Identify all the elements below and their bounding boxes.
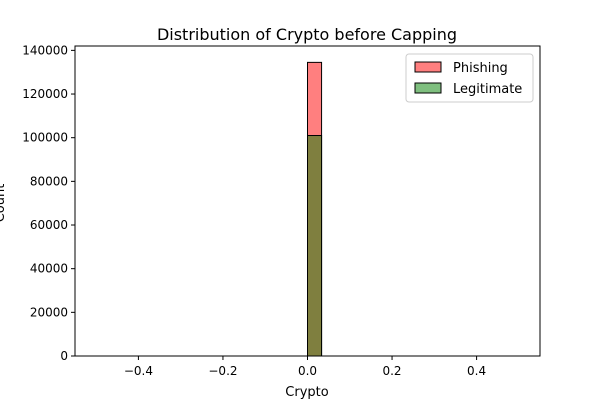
legend: Phishing Legitimate [405, 53, 534, 103]
y-tick-label: 80000 [30, 174, 68, 188]
chart-title: Distribution of Crypto before Capping [157, 25, 457, 44]
x-tick-label: 0.2 [382, 364, 401, 378]
x-tick-label: 0.4 [467, 364, 486, 378]
x-tick-label: −0.2 [208, 364, 237, 378]
y-tick-label: 60000 [30, 218, 68, 232]
plot-area: −0.4 −0.2 0.0 0.2 0.4 0 20000 40000 60000 80000 10… [22, 43, 541, 378]
x-tick-label: 0.0 [298, 364, 317, 378]
y-tick-label: 140000 [22, 43, 68, 57]
y-tick-label: 40000 [30, 262, 68, 276]
x-tick-label: −0.4 [124, 364, 153, 378]
y-tick-label: 100000 [22, 131, 68, 145]
y-axis-label: Count [0, 184, 8, 223]
bar-legitimate-0 [307, 135, 323, 357]
y-tick-label: 20000 [30, 305, 68, 319]
legend-label-legitimate: Legitimate [453, 82, 522, 97]
legend-label-phishing: Phishing [453, 61, 508, 76]
legend-swatch-phishing [414, 61, 442, 73]
y-tick-label: 120000 [22, 87, 68, 101]
y-tick-label: 0 [60, 349, 68, 363]
legend-swatch-legitimate [414, 82, 442, 94]
x-axis-label: Crypto [285, 385, 328, 400]
